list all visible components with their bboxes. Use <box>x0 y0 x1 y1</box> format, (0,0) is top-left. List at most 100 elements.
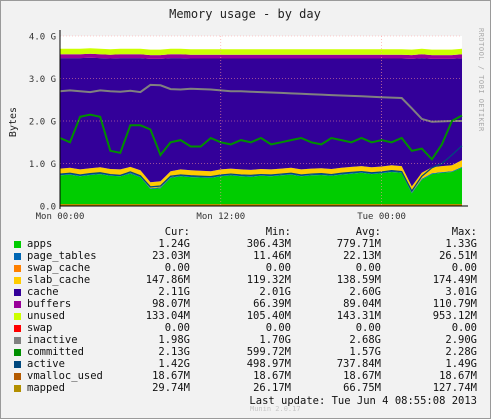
legend-series-name: page_tables <box>27 250 97 262</box>
legend-max: 1.49G <box>445 358 477 370</box>
chart-title: Memory usage - by day <box>169 7 321 21</box>
legend-cur: 29.74M <box>152 382 190 394</box>
y-tick-label: 3.0 G <box>29 75 56 85</box>
legend-series-name: unused <box>27 310 65 322</box>
legend-series-name: apps <box>27 238 53 250</box>
x-tick-label: Mon 12:00 <box>196 212 245 222</box>
line-active <box>59 145 463 193</box>
legend-series-name: buffers <box>27 298 72 310</box>
legend-series-name: slab_cache <box>27 274 91 286</box>
legend-header-cur: Cur: <box>164 226 190 238</box>
legend-swatch <box>14 373 21 380</box>
rrdtool-credit: RRDTOOL / TOBI OETIKER <box>477 28 485 132</box>
legend-cur: 1.42G <box>158 358 190 370</box>
legend-cur: 0.00 <box>164 262 190 274</box>
legend-max: 127.74M <box>432 382 477 394</box>
legend-cur: 18.67M <box>152 370 190 382</box>
legend-min: 599.72M <box>246 346 291 358</box>
legend-avg: 89.04M <box>343 298 381 310</box>
legend-series-name: committed <box>27 346 84 358</box>
legend-max: 174.49M <box>432 274 477 286</box>
legend-max: 2.28G <box>445 346 477 358</box>
legend-avg: 18.67M <box>343 370 381 382</box>
legend-avg: 0.00 <box>355 322 381 334</box>
legend-avg: 143.31M <box>336 310 381 322</box>
legend-swatch <box>14 349 21 356</box>
legend-min: 119.32M <box>246 274 291 286</box>
legend-max: 0.00 <box>451 322 477 334</box>
legend-max: 26.51M <box>439 250 477 262</box>
area-unused <box>60 48 462 56</box>
y-tick-label: 2.0 G <box>29 118 56 128</box>
legend-swatch <box>14 385 21 392</box>
legend-min: 105.40M <box>246 310 291 322</box>
legend-swatch <box>14 289 21 296</box>
legend-cur: 1.24G <box>158 238 190 250</box>
legend-min: 26.17M <box>253 382 291 394</box>
legend-swatch <box>14 265 21 272</box>
legend-min: 498.97M <box>246 358 291 370</box>
area-buffers <box>60 53 462 59</box>
legend-swatch <box>14 337 21 344</box>
munin-version: Munin 2.0.17 <box>250 405 301 413</box>
legend-series-name: inactive <box>27 334 78 346</box>
legend-min: 306.43M <box>246 238 291 250</box>
y-axis-label: Bytes <box>8 107 19 137</box>
legend-max: 1.33G <box>445 238 477 250</box>
legend-cur: 2.13G <box>158 346 190 358</box>
legend-avg: 2.60G <box>349 286 381 298</box>
legend-avg: 22.13M <box>343 250 381 262</box>
y-tick-label: 0.0 <box>40 203 56 213</box>
legend-avg: 66.75M <box>343 382 381 394</box>
legend-header-max: Max: <box>451 226 477 238</box>
legend-series-name: vmalloc_used <box>27 370 103 382</box>
legend-max: 18.67M <box>439 370 477 382</box>
legend-header-min: Min: <box>265 226 291 238</box>
legend-min: 0.00 <box>265 262 291 274</box>
legend-avg: 0.00 <box>355 262 381 274</box>
legend-min: 18.67M <box>253 370 291 382</box>
legend-avg: 737.84M <box>336 358 381 370</box>
legend-series-name: cache <box>27 286 59 298</box>
legend-header-avg: Avg: <box>355 226 381 238</box>
legend-avg: 779.71M <box>336 238 381 250</box>
last-update: Last update: Tue Jun 4 08:55:08 2013 <box>249 395 477 407</box>
legend-series-name: mapped <box>27 382 65 394</box>
x-tick-label: Tue 00:00 <box>357 212 406 222</box>
legend-min: 1.70G <box>259 334 291 346</box>
line-committed <box>59 113 463 161</box>
legend-swatch <box>14 361 21 368</box>
legend-swatch <box>14 325 21 332</box>
legend-cur: 98.07M <box>152 298 190 310</box>
legend-swatch <box>14 277 21 284</box>
legend-max: 0.00 <box>451 262 477 274</box>
y-tick-label: 4.0 G <box>29 33 56 43</box>
memory-chart: Memory usage - by day Bytes 0.0 1.0 G 2.0 G 3… <box>8 7 468 222</box>
x-tick-label: Mon 00:00 <box>36 212 85 222</box>
legend-cur: 147.86M <box>145 274 190 286</box>
area-slab-cache <box>60 160 462 193</box>
legend-cur: 133.04M <box>145 310 190 322</box>
legend-avg: 1.57G <box>349 346 381 358</box>
legend-max: 953.12M <box>432 310 477 322</box>
legend-max: 110.79M <box>432 298 477 310</box>
legend-swatch <box>14 253 21 260</box>
area-apps <box>60 167 462 206</box>
legend-cur: 2.11G <box>158 286 190 298</box>
legend-min: 2.01G <box>259 286 291 298</box>
line-inactive <box>59 83 462 123</box>
legend-min: 66.39M <box>253 298 291 310</box>
legend-swatch <box>14 241 21 248</box>
legend-series-name: swap_cache <box>27 262 91 274</box>
legend-min: 11.46M <box>253 250 291 262</box>
legend-min: 0.00 <box>265 322 291 334</box>
legend-cur: 23.03M <box>152 250 190 262</box>
legend-avg: 2.68G <box>349 334 381 346</box>
y-tick-label: 1.0 G <box>29 160 56 170</box>
legend-avg: 138.59M <box>336 274 381 286</box>
legend-cur: 1.98G <box>158 334 190 346</box>
legend-series-name: swap <box>27 322 53 334</box>
legend-max: 3.01G <box>445 286 477 298</box>
legend-max: 2.90G <box>445 334 477 346</box>
legend-swatch <box>14 301 21 308</box>
